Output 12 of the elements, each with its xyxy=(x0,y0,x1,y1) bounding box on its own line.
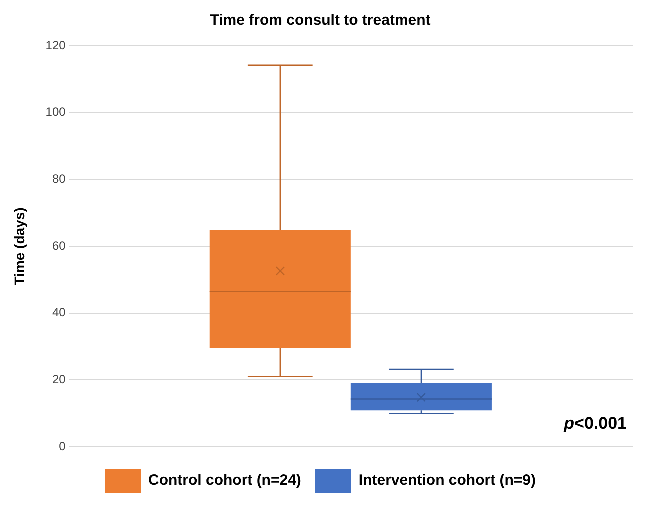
y-tick-label: 120 xyxy=(46,38,66,52)
y-tick-label: 0 xyxy=(59,439,66,454)
y-axis-title: Time (days) xyxy=(11,208,28,286)
y-tick-label: 40 xyxy=(52,306,66,320)
y-tick-label: 60 xyxy=(52,238,66,253)
y-tick-label: 100 xyxy=(46,105,66,120)
y-tick-label: 80 xyxy=(52,172,66,186)
legend-label: Control cohort (n=24) xyxy=(148,472,302,490)
y-tick-label: 20 xyxy=(52,372,66,386)
legend-label: Intervention cohort (n=9) xyxy=(358,472,536,490)
chart-title: Time from consult to treatment xyxy=(210,12,431,30)
annotation: p<0.001 xyxy=(563,414,628,433)
